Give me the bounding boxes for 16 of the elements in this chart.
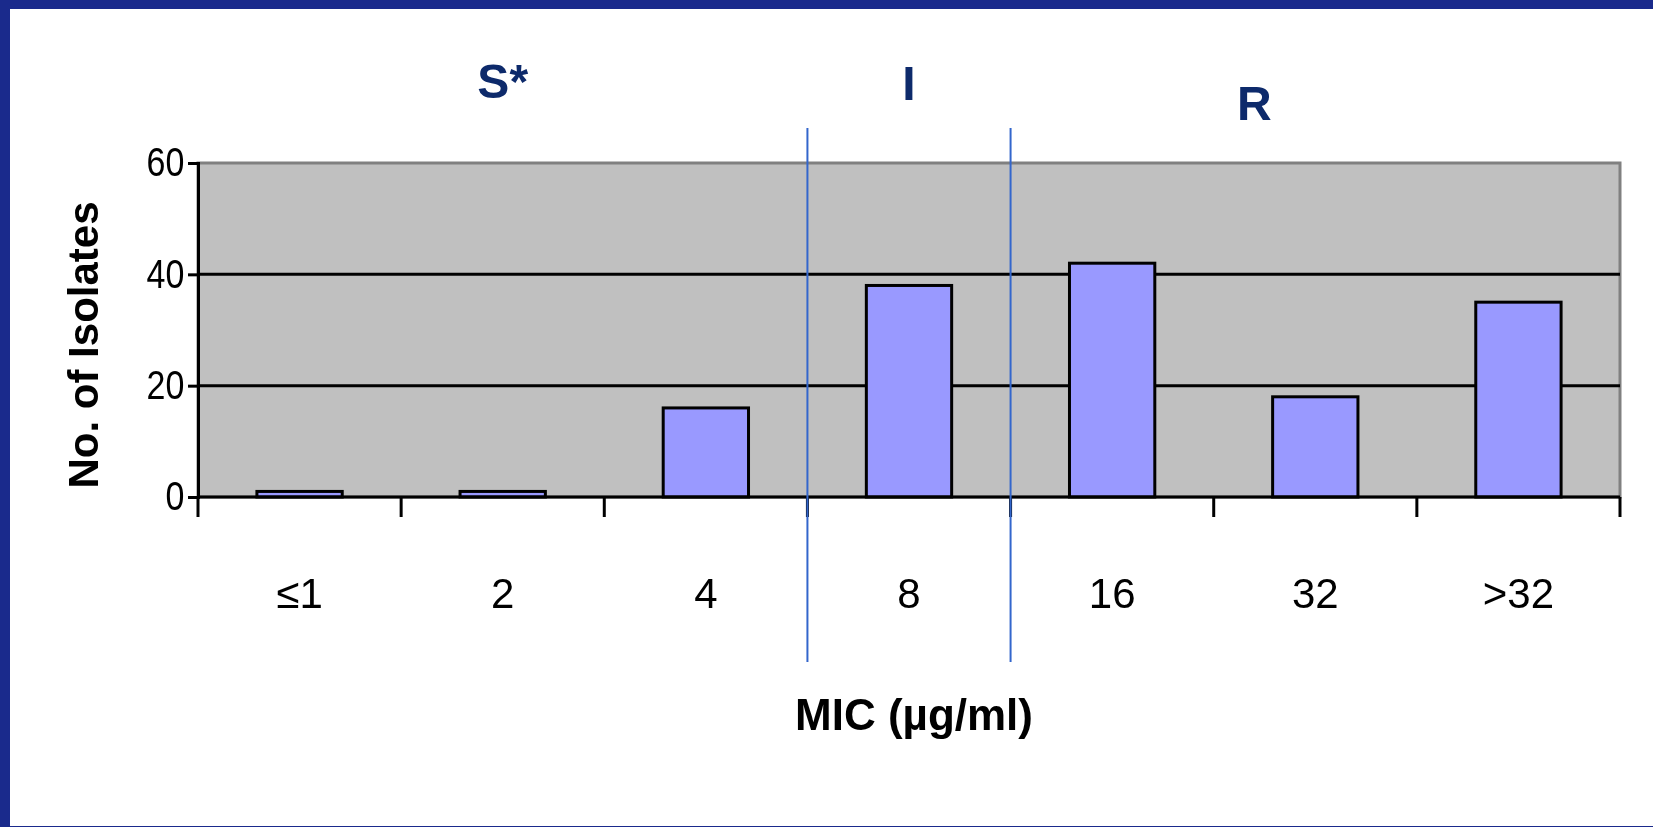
x-tick-label: ≤1 [276, 570, 323, 617]
y-tick-label: 60 [146, 139, 185, 185]
x-axis-title: MIC (µg/ml) [795, 690, 1033, 739]
x-tick-label: 8 [897, 570, 921, 617]
y-tick-label: 40 [146, 251, 185, 297]
text: S* [477, 55, 529, 108]
x-tick-label: >32 [1482, 570, 1555, 617]
text: I [902, 57, 916, 110]
x-tick-label: 4 [694, 570, 718, 617]
y-axis-title: No. of Isolates [60, 201, 107, 489]
x-tick-label: 16 [1088, 570, 1136, 617]
x-tick-label: 32 [1291, 570, 1339, 617]
y-tick-label: 20 [146, 362, 185, 408]
x-tick-label: 2 [491, 570, 515, 617]
text: R [1237, 77, 1272, 130]
y-tick-label: 0 [165, 473, 185, 519]
